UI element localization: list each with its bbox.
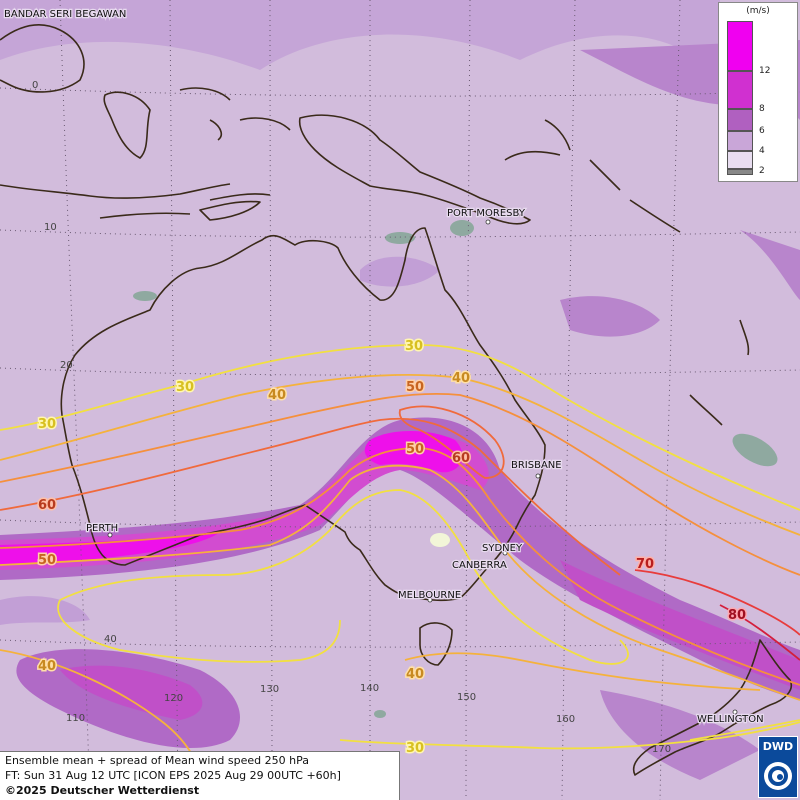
- vanuatu-coast: [739, 319, 750, 356]
- isotach-30-north: [0, 344, 800, 511]
- isotach-label-50: 50: [406, 442, 424, 457]
- isotach-30-bottom: [339, 721, 800, 750]
- isotach-label-60: 60: [38, 498, 56, 513]
- isotach-label-70: 70: [636, 557, 654, 572]
- city-perth: PERTH: [86, 523, 118, 534]
- isotach-label-40: 40: [406, 667, 424, 682]
- footer-copyright: ©2025 Deutscher Wetterdienst: [5, 784, 200, 797]
- isotach-40-sw: [0, 649, 196, 761]
- isotach-50-jet: [0, 447, 800, 686]
- grid-label-lat-40: 40: [104, 634, 117, 645]
- legend-swatch-4: [727, 131, 753, 151]
- footer-forecast-time: FT: Sun 31 Aug 12 UTC [ICON EPS 2025 Aug…: [5, 769, 341, 782]
- light-patch: [430, 533, 450, 547]
- isotach-label-30: 30: [38, 417, 56, 432]
- isotach-30-se: [689, 719, 800, 741]
- isotach-label-40: 40: [268, 388, 286, 403]
- info-footer: Ensemble mean + spread of Mean wind spee…: [0, 751, 400, 800]
- isotach-label-50: 50: [38, 553, 56, 568]
- isotach-60-inner: [398, 405, 505, 479]
- isotach-50-north: [0, 392, 800, 576]
- borneo-coast: [0, 24, 85, 93]
- isotach-label-30: 30: [176, 380, 194, 395]
- isotach-80: [719, 604, 800, 661]
- isotach-40-south: [0, 464, 800, 701]
- isotach-label-40: 40: [452, 371, 470, 386]
- isotachs: [0, 344, 800, 761]
- isotach-30-south: [59, 489, 629, 665]
- dwd-logo: DWD: [758, 736, 798, 798]
- city-bandar-seri-begawan: BANDAR SERI BEGAWAN: [4, 9, 126, 20]
- sulawesi-coast: [103, 91, 151, 159]
- indonesia-chain: [0, 183, 271, 219]
- legend-unit: (m/s): [746, 6, 770, 16]
- legend-tick-12: 12: [759, 66, 771, 76]
- isotach-40-north: [0, 373, 800, 536]
- dwd-swirl-icon: [764, 762, 792, 790]
- city-brisbane: BRISBANE: [511, 460, 562, 471]
- grid-label-lon-160: 160: [556, 714, 575, 725]
- city-markers: [57, 11, 738, 715]
- new-caledonia-coast: [689, 394, 723, 426]
- bismarck-coast: [504, 119, 681, 233]
- city-port-moresby: PORT MORESBY: [447, 208, 526, 219]
- isotach-70: [634, 569, 800, 636]
- grid-label-lon-150: 150: [457, 692, 476, 703]
- city-canberra: CANBERRA: [452, 560, 507, 571]
- grid-label-lat-0: 0: [32, 80, 38, 91]
- grid-label-lon-110: 110: [66, 713, 85, 724]
- isotach-label-50: 50: [406, 380, 424, 395]
- legend-swatch-6: [727, 109, 753, 131]
- legend-tick-4: 4: [759, 146, 765, 156]
- isotach-label-30: 30: [406, 741, 424, 756]
- timor-coast: [199, 200, 261, 221]
- legend-swatch-2: [727, 151, 753, 169]
- isotach-30-loop: [57, 599, 341, 663]
- legend-tick-6: 6: [759, 126, 765, 136]
- grid-label-lon-130: 130: [260, 684, 279, 695]
- city-wellington: WELLINGTON: [697, 714, 764, 725]
- grid-label-lat-20: 20: [60, 360, 73, 371]
- isotach-label-30: 30: [405, 339, 423, 354]
- isotach-label-80: 80: [728, 608, 746, 623]
- grid-label-lon-140: 140: [360, 683, 379, 694]
- color-legend: (m/s) 12 8 6 4 2: [718, 2, 798, 182]
- legend-tick-8: 8: [759, 104, 765, 114]
- grid-label-lat-10: 10: [44, 222, 57, 233]
- grid-label-lon-120: 120: [164, 693, 183, 704]
- isotach-label-40: 40: [38, 659, 56, 674]
- isotach-60-north: [0, 417, 621, 576]
- city-melbourne: MELBOURNE: [398, 590, 461, 601]
- footer-title: Ensemble mean + spread of Mean wind spee…: [5, 754, 309, 767]
- legend-tick-2: 2: [759, 166, 765, 176]
- legend-swatch-min: [727, 169, 753, 175]
- grid-label-lon-170: 170: [652, 744, 671, 755]
- legend-swatch-8: [727, 71, 753, 109]
- dwd-logo-text: DWD: [762, 740, 794, 753]
- city-sydney: SYDNEY: [482, 543, 523, 554]
- new-guinea-coast: [298, 114, 531, 225]
- moluccas-coast: [179, 87, 291, 141]
- new-zealand-coast: [632, 639, 792, 776]
- isotach-label-60: 60: [452, 451, 470, 466]
- low-spread-patches: [133, 220, 778, 718]
- legend-swatch-12: [727, 21, 753, 71]
- isotach-40-tas: [404, 652, 761, 691]
